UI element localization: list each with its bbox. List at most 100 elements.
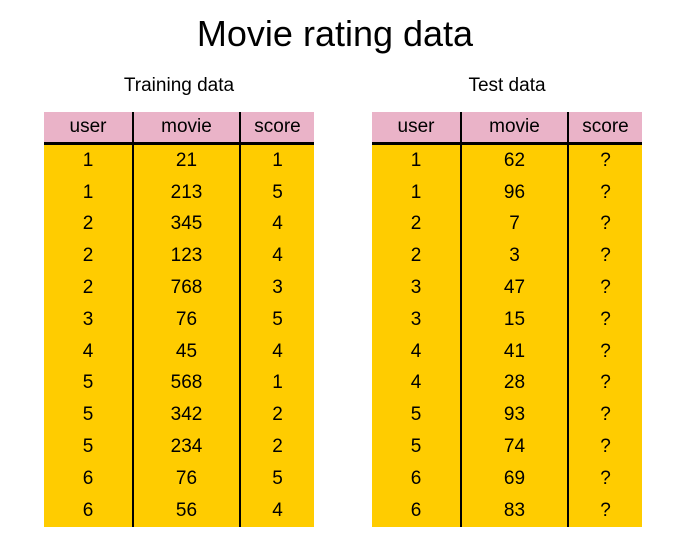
cell-movie: 76: [132, 462, 240, 495]
cell-user: 1: [372, 143, 461, 177]
cell-user: 2: [372, 240, 461, 273]
cell-user: 6: [372, 462, 461, 495]
cell-score: 4: [239, 240, 314, 273]
cell-score: 1: [239, 367, 314, 400]
cell-score: 4: [239, 335, 314, 368]
table-header-row: user movie score: [44, 112, 314, 145]
page-title: Movie rating data: [196, 13, 474, 54]
cell-score: ?: [567, 399, 642, 432]
cell-score: ?: [567, 240, 642, 273]
cell-movie: 768: [132, 272, 240, 304]
cell-score: ?: [567, 367, 642, 400]
cell-score: ?: [567, 462, 642, 495]
cell-movie: 342: [132, 399, 240, 432]
cell-user: 1: [372, 176, 461, 209]
cell-movie: 45: [132, 335, 240, 368]
cell-user: 1: [44, 143, 133, 177]
table-row: 5 93?: [372, 399, 642, 432]
cell-score: ?: [567, 431, 642, 463]
cell-movie: 568: [132, 367, 240, 400]
column-header-user: user: [372, 112, 461, 145]
cell-score: 3: [239, 272, 314, 304]
cell-user: 6: [44, 462, 133, 495]
table-row: 6 83?: [372, 494, 642, 527]
cell-score: 2: [239, 399, 314, 432]
cell-movie: 62: [460, 143, 568, 177]
column-header-score: score: [239, 112, 314, 145]
cell-user: 5: [372, 431, 461, 463]
table-row: 2 345 4: [44, 208, 314, 241]
cell-movie: 69: [460, 462, 568, 495]
column-header-user: user: [44, 112, 133, 145]
column-header-movie: movie: [460, 112, 568, 145]
cell-score: 4: [239, 208, 314, 241]
test-data-title: Test data: [468, 75, 546, 96]
table-row: 3 47?: [372, 272, 642, 304]
cell-user: 4: [372, 335, 461, 368]
cell-movie: 21: [132, 143, 240, 177]
training-data-title: Training data: [123, 75, 235, 96]
cell-user: 4: [44, 335, 133, 368]
cell-user: 3: [44, 303, 133, 336]
cell-score: 1: [239, 143, 314, 177]
cell-score: 4: [239, 494, 314, 527]
cell-user: 5: [44, 399, 133, 432]
cell-score: 5: [239, 462, 314, 495]
table-row: 2 7?: [372, 208, 642, 241]
table-row: 1 96?: [372, 176, 642, 209]
table-row: 3 76 5: [44, 303, 314, 336]
cell-score: ?: [567, 143, 642, 177]
cell-movie: 213: [132, 176, 240, 209]
cell-movie: 83: [460, 494, 568, 527]
cell-user: 5: [44, 431, 133, 463]
cell-movie: 123: [132, 240, 240, 273]
cell-user: 4: [372, 367, 461, 400]
column-header-score: score: [567, 112, 642, 145]
cell-user: 2: [372, 208, 461, 241]
cell-movie: 345: [132, 208, 240, 241]
cell-movie: 3: [460, 240, 568, 273]
column-header-movie: movie: [132, 112, 240, 145]
cell-score: ?: [567, 176, 642, 209]
cell-user: 2: [44, 208, 133, 241]
cell-user: 6: [44, 494, 133, 527]
table-row: 1 62?: [372, 143, 642, 177]
table-row: 1 213 5: [44, 176, 314, 209]
cell-score: ?: [567, 208, 642, 241]
cell-movie: 76: [132, 303, 240, 336]
cell-score: ?: [567, 494, 642, 527]
cell-movie: 93: [460, 399, 568, 432]
table-row: 4 41?: [372, 335, 642, 368]
table-row: 6 56 4: [44, 494, 314, 527]
table-row: 2 3?: [372, 240, 642, 273]
cell-movie: 74: [460, 431, 568, 463]
cell-movie: 15: [460, 303, 568, 336]
cell-user: 5: [372, 399, 461, 432]
cell-movie: 41: [460, 335, 568, 368]
cell-user: 2: [44, 272, 133, 304]
test-data-table: user movie score 1 62? 1 96? 2 7? 2 3? 3 47? 3 15? 4…: [372, 112, 642, 527]
table-row: 2 768 3: [44, 272, 314, 304]
table-row: 5 342 2: [44, 399, 314, 432]
cell-movie: 28: [460, 367, 568, 400]
table-row: 4 28?: [372, 367, 642, 400]
cell-movie: 56: [132, 494, 240, 527]
cell-user: 1: [44, 176, 133, 209]
table-row: 2 123 4: [44, 240, 314, 273]
cell-user: 3: [372, 272, 461, 304]
table-row: 5 74?: [372, 431, 642, 463]
cell-score: ?: [567, 303, 642, 336]
cell-user: 6: [372, 494, 461, 527]
cell-score: ?: [567, 335, 642, 368]
training-data-table: user movie score 1 21 1 1 213 5 2 345 4 2 123 4 2 768…: [44, 112, 314, 527]
cell-movie: 7: [460, 208, 568, 241]
table-row: 3 15?: [372, 303, 642, 336]
table-row: 6 76 5: [44, 462, 314, 495]
cell-user: 3: [372, 303, 461, 336]
cell-score: ?: [567, 272, 642, 304]
table-row: 4 45 4: [44, 335, 314, 368]
cell-score: 5: [239, 176, 314, 209]
cell-movie: 47: [460, 272, 568, 304]
table-row: 6 69?: [372, 462, 642, 495]
cell-score: 5: [239, 303, 314, 336]
